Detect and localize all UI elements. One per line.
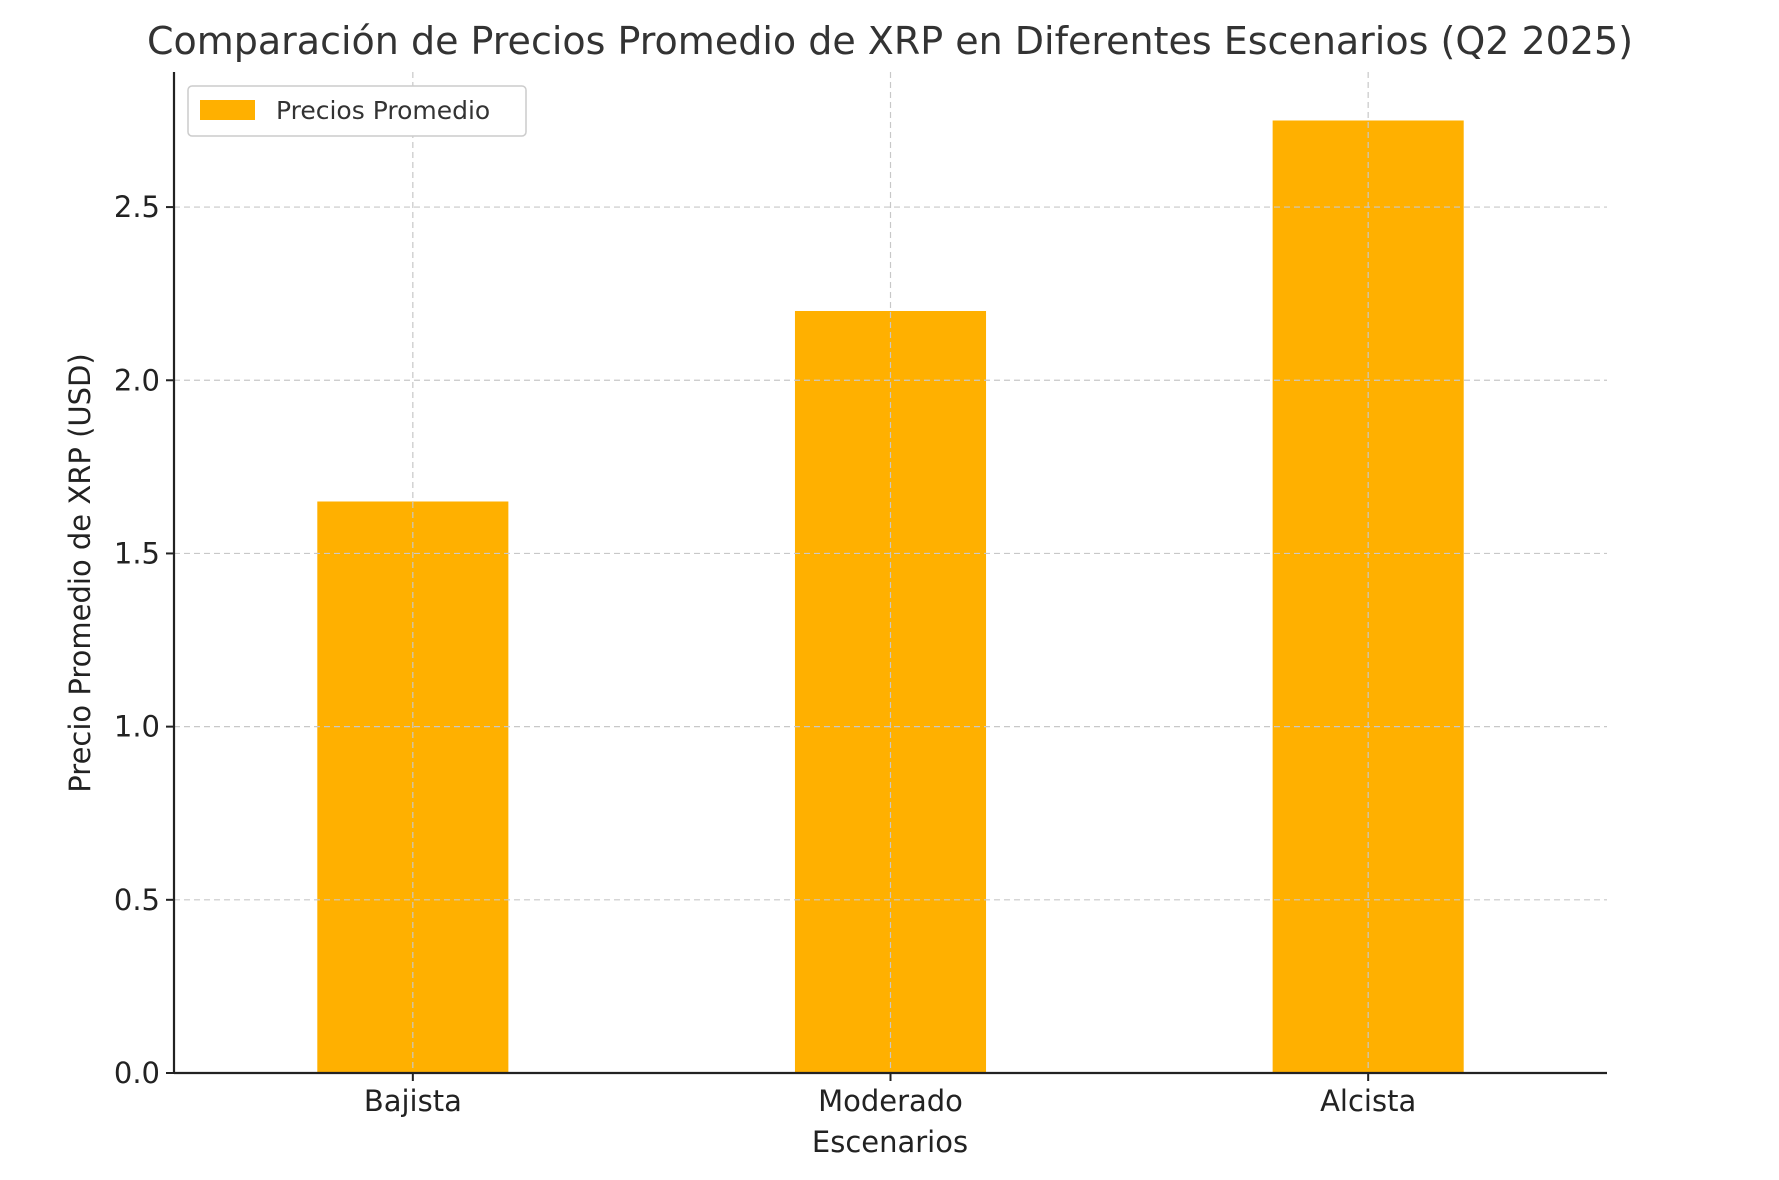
legend-label: Precios Promedio [276, 96, 490, 125]
legend: Precios Promedio [187, 85, 527, 137]
y-tick-label: 0.0 [114, 1056, 160, 1090]
chart-title: Comparación de Precios Promedio de XRP e… [147, 19, 1633, 63]
y-ticks: 0.0 0.5 1.0 1.5 2.0 2.5 [114, 190, 174, 1090]
y-tick-label: 1.5 [114, 536, 160, 570]
y-axis-label: Precio Promedio de XRP (USD) [63, 353, 97, 792]
x-tick-label: Moderado [818, 1084, 963, 1118]
y-tick-label: 2.5 [114, 190, 160, 224]
grid-lines [174, 72, 1607, 1073]
legend-swatch [200, 100, 255, 120]
y-tick-label: 0.5 [114, 883, 160, 917]
legend-box [187, 85, 527, 137]
y-tick-label: 2.0 [114, 363, 160, 397]
x-ticks: Bajista Moderado Alcista [364, 1073, 1416, 1118]
x-axis-label: Escenarios [812, 1125, 968, 1159]
y-tick-label: 1.0 [114, 710, 160, 744]
x-tick-label: Bajista [364, 1084, 462, 1118]
x-tick-label: Alcista [1320, 1084, 1416, 1118]
